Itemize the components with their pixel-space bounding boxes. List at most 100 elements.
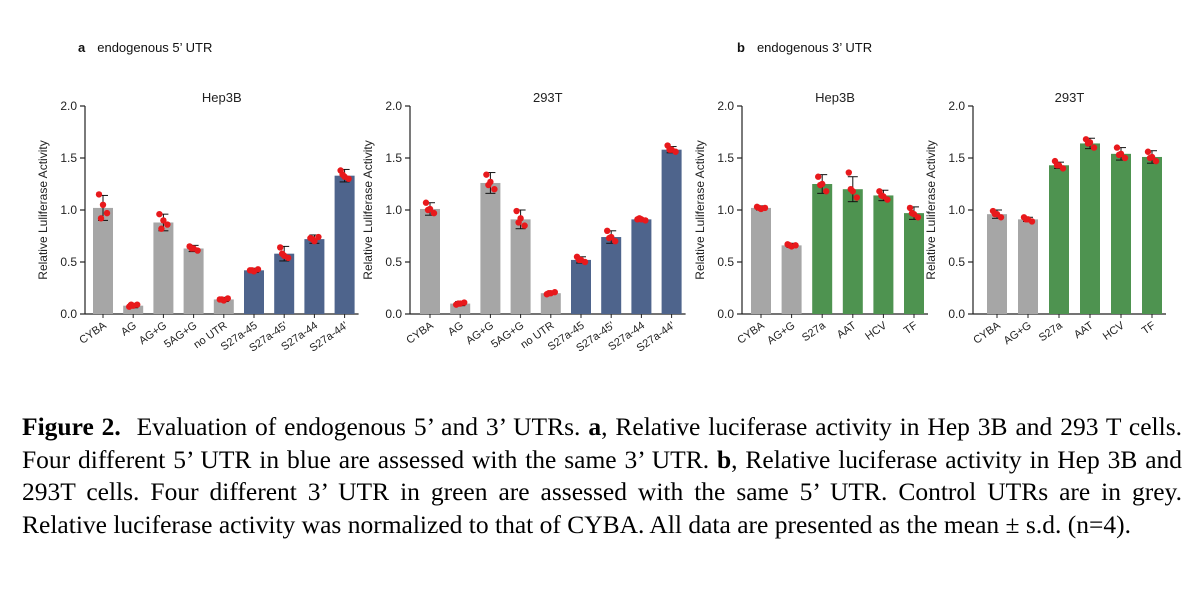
category-label: AG+G [1002,320,1034,348]
bar [1018,219,1038,314]
data-point [1115,151,1123,159]
chart-title: Hep3B [202,90,242,105]
data-point [666,146,673,153]
data-point [455,300,462,307]
data-point [792,242,799,249]
category-label: AAT [835,319,859,341]
data-point [315,233,322,241]
data-point [1121,154,1129,162]
data-point [521,222,528,229]
category-label: S27a [1037,319,1066,344]
data-point [254,266,262,273]
bar [510,219,531,314]
chart-title: 293T [1055,90,1085,105]
data-point [551,288,558,296]
y-tick-label: 1.0 [60,203,77,217]
bar [661,149,682,314]
data-point [636,215,643,222]
bar [213,299,234,314]
y-tick-label: 1.0 [948,203,965,217]
caption-b-text: , Relative luciferase activity in Hep 3B… [22,444,1183,539]
bar [274,253,295,314]
data-point [194,247,201,254]
data-point [847,186,854,193]
data-point [285,254,292,262]
category-label: CYBA [77,319,109,346]
chart-4: 293T 0.0 0.5 1.0 1.5 2.0 Relative Luliferase A… [924,90,1166,347]
data-point [581,258,589,266]
category-label: HCV [1101,319,1127,343]
data-point [1152,157,1160,165]
data-point [134,301,141,308]
y-tick-label: 0.0 [948,307,965,321]
y-tick-label: 0.0 [717,307,734,321]
data-point [164,221,171,228]
y-tick-label: 2.0 [60,99,77,113]
y-tick-label: 0.0 [385,307,402,321]
chart-1: Hep3B 0.0 0.5 1.0 1.5 2.0 Relative Luliferase … [36,90,359,355]
data-point [1090,144,1098,151]
data-point [878,192,885,199]
data-point [95,191,103,198]
data-point [422,199,430,206]
caption-a-text: , Relative luciferase activity in Hep 3B… [22,412,1183,474]
bar [304,239,325,314]
data-point [277,244,284,251]
y-axis-label: Relative Luliferase Activity [693,140,707,279]
figure-caption: Figure 2. Evaluation of endogenous 5’ an… [22,411,1182,541]
bar [601,237,622,314]
data-point [545,290,552,297]
data-point [786,242,793,249]
data-point [845,169,852,176]
data-point [491,186,498,193]
y-tick-label: 1.0 [717,203,734,217]
data-point [642,217,649,224]
panel-b-label: b endogenous 3’ UTR [737,40,872,55]
y-tick-label: 0.5 [60,255,77,269]
data-point [914,214,922,221]
data-point [908,209,916,217]
data-point [309,235,316,243]
y-tick-label: 2.0 [717,99,734,113]
caption-intro: Evaluation of endogenous 5’ and 3’ UTRs. [136,412,581,441]
data-point [128,301,135,308]
bar [123,305,144,314]
category-label: AAT [1072,319,1096,341]
data-point [761,204,769,212]
bar [540,293,561,314]
chart-2: 293T 0.0 0.5 1.0 1.5 2.0 Relative Luliferase A… [361,90,686,355]
data-point [188,245,195,252]
caption-bold-title: Figure 2. [22,412,121,441]
bar [1049,165,1069,314]
bar [1080,143,1100,314]
data-point [853,194,860,201]
panel-b-letter: b [737,40,745,55]
bar [93,207,113,314]
y-tick-label: 0.0 [60,307,77,321]
bar [873,195,894,314]
data-point [672,148,679,155]
data-point [1084,140,1092,147]
data-point [997,214,1005,221]
y-tick-label: 2.0 [385,99,402,113]
bar [420,208,440,314]
data-point [160,217,167,224]
category-label: AG [119,320,139,339]
data-point [606,234,613,242]
data-point [461,299,468,306]
data-point [103,209,111,217]
y-tick-label: 2.0 [948,99,965,113]
data-point [755,204,763,212]
y-tick-label: 0.5 [948,255,965,269]
data-point [1113,144,1121,151]
data-point [906,204,914,212]
data-point [1144,148,1152,155]
data-point [604,227,611,234]
data-point [815,173,822,180]
bar [1142,156,1162,314]
caption-b-letter: b [716,444,732,474]
data-point [612,238,619,245]
panel-a-label: a endogenous 5’ UTR [78,40,212,55]
category-label: CYBA [971,319,1003,346]
data-point [817,181,824,189]
